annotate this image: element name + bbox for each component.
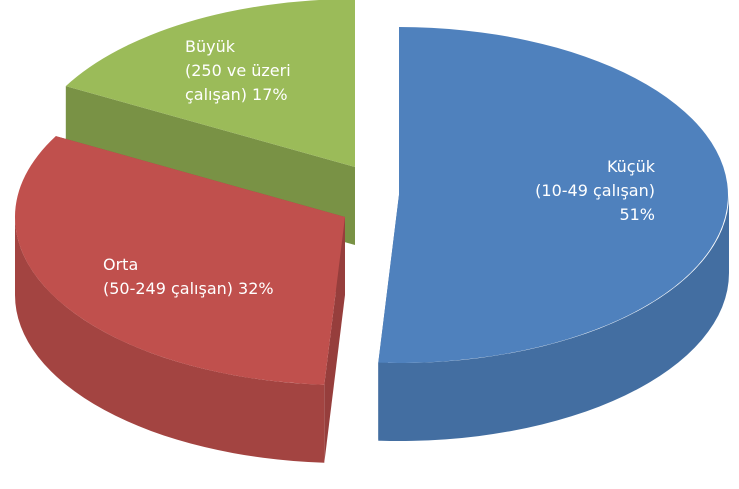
- label-line: (10-49 çalışan): [535, 181, 655, 200]
- percent-label: 51%: [619, 205, 655, 224]
- slice-wall: [378, 195, 729, 442]
- slice: [65, 0, 355, 167]
- label-line: Büyük: [185, 37, 236, 56]
- slice-label: Küçük (10-49 çalışan) 51%: [535, 157, 656, 224]
- label-line: (250 ve üzeri: [185, 61, 291, 80]
- slice-label: Orta (50-249 çalışan) 32%: [103, 255, 274, 298]
- label-line: Orta: [103, 255, 138, 274]
- label-line: Küçük: [607, 157, 656, 176]
- label-line: (50-249 çalışan): [103, 279, 233, 298]
- label-line: çalışan): [185, 85, 247, 104]
- slice-label: Büyük (250 ve üzeri çalışan) 17%: [185, 37, 291, 104]
- slice: [378, 27, 728, 363]
- percent-label: 32%: [238, 279, 274, 298]
- percent-label: 17%: [252, 85, 288, 104]
- slice: [14, 136, 346, 385]
- slice-wall: [14, 217, 325, 463]
